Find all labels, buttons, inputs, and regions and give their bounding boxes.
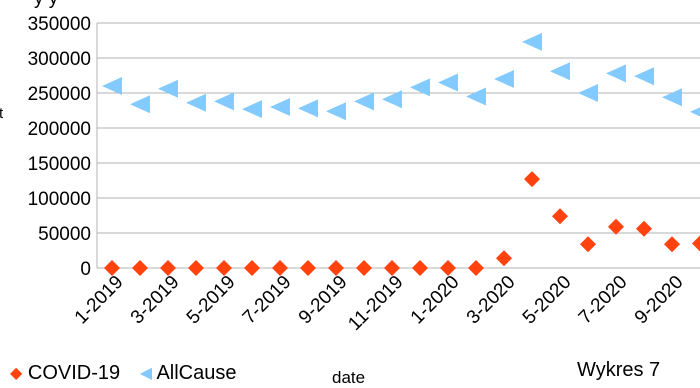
allcause-point <box>690 107 700 117</box>
covid-point <box>636 220 652 237</box>
allcause-point <box>130 95 150 114</box>
allcause-point <box>410 78 430 97</box>
x-tick-label: 3-2019 <box>127 272 184 329</box>
allcause-point <box>298 99 318 118</box>
covid-point <box>328 260 344 276</box>
allcause-point <box>102 77 122 95</box>
allcause-point <box>214 92 234 111</box>
covid-point <box>216 260 232 276</box>
x-tick-label: 5-2019 <box>183 272 240 329</box>
allcause-point <box>382 90 402 109</box>
y-tick-label: 200000 <box>28 119 91 140</box>
y-axis-title-fragment: y y <box>34 0 59 9</box>
covid-point <box>608 218 624 235</box>
covid-point <box>244 260 260 276</box>
y-tick-labels: 0 50000 100000 150000 200000 250000 300000 3500… <box>28 14 91 280</box>
series-allcause <box>102 32 700 121</box>
covid-point <box>524 171 540 188</box>
covid-point <box>160 260 176 276</box>
chart-caption: Wykres 7 <box>577 359 661 381</box>
covid-point <box>692 235 700 252</box>
allcause-point <box>242 100 262 119</box>
covid-point <box>496 250 512 267</box>
y-tick-label: 0 <box>80 259 91 280</box>
covid-point <box>440 260 456 276</box>
x-tick-label: 1-2019 <box>71 272 128 329</box>
x-tick-label: 11-2019 <box>344 272 407 335</box>
y-tick-label: 50000 <box>38 224 91 245</box>
allcause-point <box>522 32 542 51</box>
x-tick-label: 9-2019 <box>295 272 352 329</box>
y-tick-label: 300000 <box>28 49 91 70</box>
allcause-point <box>186 93 206 112</box>
x-tick-label: 3-2020 <box>463 272 520 329</box>
covid-point <box>384 260 400 276</box>
allcause-point <box>662 88 682 107</box>
x-tick-label: 7-2019 <box>239 272 296 329</box>
allcause-point <box>326 102 346 121</box>
x-tick-label: 9-2020 <box>631 272 688 329</box>
grid-lines <box>96 22 700 269</box>
allcause-point <box>354 92 374 111</box>
covid-point <box>552 208 568 225</box>
covid-point <box>664 236 680 253</box>
x-axis-label: date <box>332 368 366 387</box>
allcause-point <box>606 64 626 83</box>
legend-allcause-marker: ◀ <box>139 365 152 382</box>
allcause-point <box>550 62 570 81</box>
covid-point <box>580 236 596 253</box>
y-axis-side-fragment: t <box>0 105 4 122</box>
covid-point <box>104 260 120 276</box>
covid-point <box>132 260 148 276</box>
legend-covid-marker: ◆ <box>10 365 23 382</box>
legend: ◆ COVID-19 ◀ AllCause <box>10 362 237 385</box>
covid-point <box>272 260 288 276</box>
series-covid19 <box>104 171 700 276</box>
allcause-point <box>578 84 598 102</box>
y-tick-label: 250000 <box>28 84 91 105</box>
legend-allcause-label: AllCause <box>156 362 237 384</box>
allcause-point <box>466 87 486 106</box>
covid-point <box>188 260 204 276</box>
y-tick-label: 100000 <box>28 189 91 210</box>
legend-covid-label: COVID-19 <box>27 362 121 384</box>
covid-point <box>468 260 484 276</box>
x-tick-label: 5-2020 <box>519 272 576 329</box>
x-tick-label: 7-2020 <box>575 272 632 329</box>
x-tick-label: 1-2020 <box>407 272 464 329</box>
y-tick-label: 150000 <box>28 154 91 175</box>
allcause-point <box>438 73 458 92</box>
allcause-point <box>494 70 514 88</box>
allcause-point <box>270 98 290 116</box>
y-tick-label: 350000 <box>28 14 91 35</box>
covid-point <box>356 260 372 276</box>
covid-point <box>412 260 428 276</box>
covid-point <box>300 260 316 276</box>
allcause-point <box>158 79 178 98</box>
allcause-point <box>634 67 654 86</box>
